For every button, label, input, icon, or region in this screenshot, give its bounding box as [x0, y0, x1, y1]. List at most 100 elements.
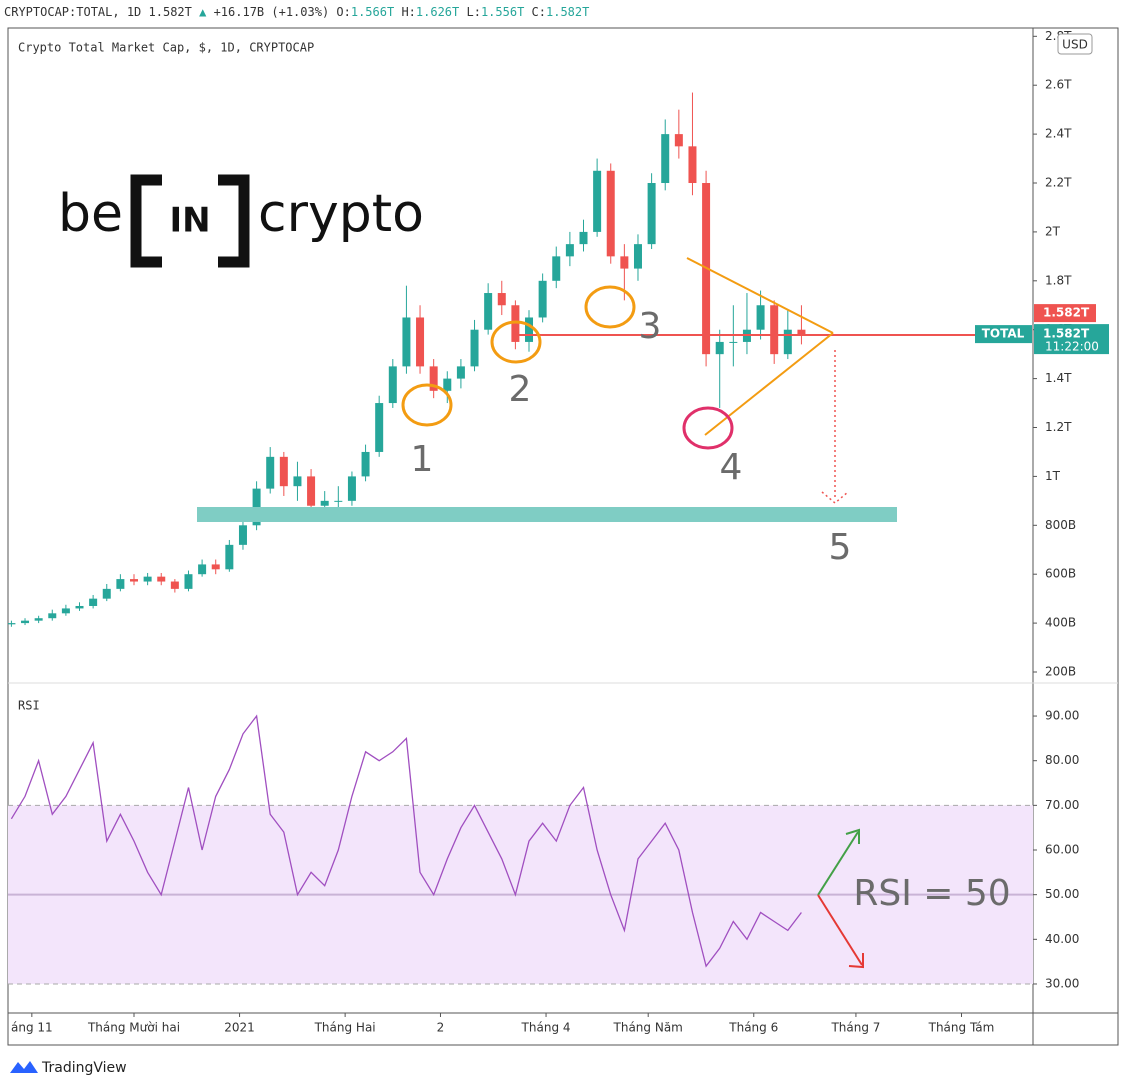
candle-body [388, 366, 397, 404]
candle-body [688, 146, 697, 184]
last-price-box [1034, 324, 1109, 355]
candle-body [129, 579, 138, 582]
y-tick-label: 40.00 [1045, 932, 1079, 946]
countdown: 11:22:00 [1045, 340, 1099, 354]
candle-body [429, 366, 438, 391]
logo-middle: IN [169, 201, 210, 241]
axes: 200B400B600B800B1T1.2T1.4T1.6T1.8T2T2.2T… [11, 29, 1109, 1035]
candle-body [416, 317, 425, 367]
y-tick-label: 1.4T [1045, 371, 1072, 385]
symbol-label: TOTAL [982, 327, 1025, 341]
y-tick-label: 400B [1045, 616, 1076, 630]
y-tick-label: 2T [1045, 224, 1061, 238]
y-tick-label: 90.00 [1045, 709, 1079, 723]
y-tick-label: 30.00 [1045, 976, 1079, 990]
arrow: ▲ [199, 5, 207, 19]
rsi-title: RSI [18, 699, 40, 713]
candle-body [525, 317, 534, 342]
wave-label: 1 [411, 439, 434, 480]
prev-price-label: 1.582T [1043, 306, 1090, 320]
y-tick-label: 2.6T [1045, 78, 1072, 92]
wave-label: 5 [829, 527, 852, 568]
l-label: L: [467, 5, 481, 19]
y-tick-label: 70.00 [1045, 798, 1079, 812]
last: 1.582T [149, 5, 192, 19]
y-tick-label: 1T [1045, 469, 1061, 483]
rsi-note: RSI = 50 [853, 873, 1010, 914]
o: 1.566T [351, 5, 394, 19]
logo: be IN crypto [58, 174, 424, 268]
tv-logo [10, 1061, 38, 1073]
candle-body [783, 329, 792, 355]
candle-body [756, 305, 765, 330]
c: 1.582T [546, 5, 589, 19]
circle-3 [584, 285, 636, 329]
candle-body [456, 366, 465, 379]
x-tick-label: Tháng Tám [928, 1021, 995, 1035]
y-tick-label: 800B [1045, 518, 1076, 532]
candle-body [375, 403, 384, 452]
price-plot [8, 92, 806, 627]
candle-body [116, 579, 125, 589]
x-tick-label: Tháng Hai [314, 1021, 376, 1035]
candle-body [238, 525, 247, 545]
up-arrow [817, 831, 859, 896]
circle-1 [401, 383, 453, 427]
circle-2 [490, 320, 542, 364]
logo-left: be [58, 184, 123, 244]
logo-right: crypto [258, 184, 424, 244]
frame [7, 27, 1119, 1046]
y-tick-label: 2.2T [1045, 176, 1072, 190]
x-tick-label: Tháng 4 [521, 1021, 571, 1035]
candle-body [61, 608, 70, 614]
candle-body [184, 574, 193, 589]
target-arrowhead [821, 491, 849, 504]
candle-body [402, 317, 411, 367]
x-tick-label: Tháng Năm [613, 1021, 683, 1035]
y-tick-label: 60.00 [1045, 843, 1079, 857]
candle-body [320, 500, 329, 506]
candle-body [266, 456, 275, 489]
drawings: 1 2 3 4 5 RSI = 50 [197, 257, 1011, 969]
candle-body [593, 170, 602, 232]
support-band [197, 507, 897, 522]
candle-body [565, 244, 574, 257]
c-label: C: [532, 5, 546, 19]
x-tick-label: Tháng 6 [728, 1021, 778, 1035]
x-tick-label: 2021 [224, 1021, 255, 1035]
candle-body [606, 170, 615, 257]
circle-4 [682, 406, 734, 450]
x-tick-label: 2 [437, 1021, 445, 1035]
h: 1.626T [416, 5, 459, 19]
candle-body [674, 134, 683, 147]
y-tick-label: 50.00 [1045, 887, 1079, 901]
candle-body [198, 564, 207, 575]
x-tick-label: áng 11 [11, 1021, 53, 1035]
candle-body [511, 305, 520, 342]
x-tick-label: Tháng Mười hai [87, 1021, 180, 1035]
candle-body [211, 564, 220, 570]
y-tick-label: 1.8T [1045, 273, 1072, 287]
candle-body [797, 329, 806, 335]
y-tick-label: 80.00 [1045, 753, 1079, 767]
last-price-label: 1.582T [1043, 327, 1090, 341]
candle-body [497, 293, 506, 306]
l: 1.556T [481, 5, 524, 19]
candle-body [252, 488, 261, 526]
candle-body [143, 576, 152, 582]
candle-body [443, 378, 452, 391]
candle-body [715, 341, 724, 355]
y-tick-label: 600B [1045, 567, 1076, 581]
candle-body [334, 500, 343, 502]
candle-body [633, 244, 642, 269]
candle-body [21, 620, 30, 624]
candle-body [552, 256, 561, 281]
footer-brand: TradingView [41, 1060, 127, 1076]
candle-body [279, 456, 288, 487]
candle-body [307, 476, 316, 506]
candle-body [89, 598, 98, 606]
candle-body [484, 293, 493, 330]
wave-label: 2 [509, 369, 532, 410]
header: CRYPTOCAP:TOTAL, 1D 1.582T ▲ +16.17B (+1… [4, 5, 589, 19]
